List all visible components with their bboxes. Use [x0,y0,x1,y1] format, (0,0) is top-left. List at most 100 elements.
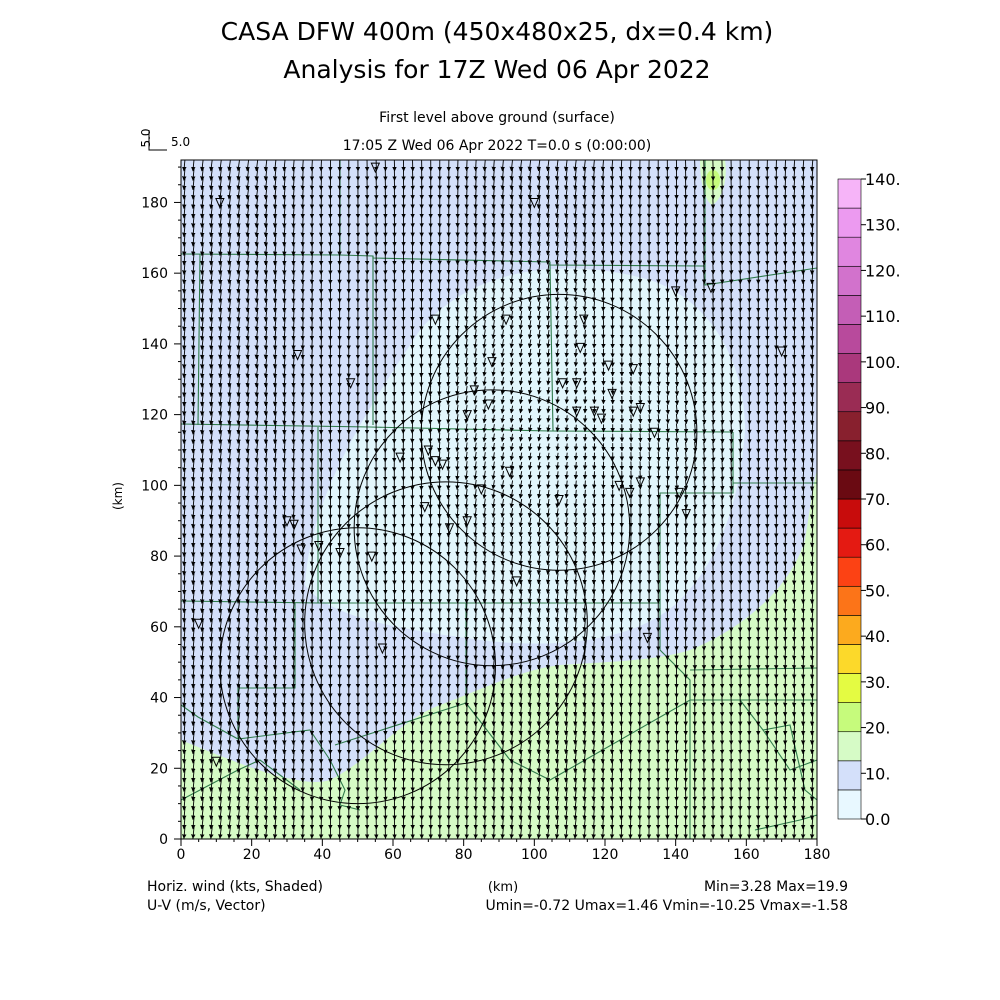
wind-vector [647,357,652,368]
wind-vector [446,291,451,303]
wind-vector [647,386,652,396]
wind-vector [428,488,433,500]
wind-vector [428,376,433,387]
wind-vector [582,386,588,395]
wind-vector [437,507,442,519]
wind-vector [428,479,433,491]
wind-vector [591,489,597,499]
wind-vector [582,452,588,461]
wind-vector [729,366,734,378]
wind-vector [647,442,652,452]
wind-vector [600,545,606,556]
wind-vector [647,470,652,481]
wind-vector [437,319,442,331]
wind-vector [610,563,615,576]
wind-vector [592,480,597,490]
wind-vector [573,415,579,423]
wind-vector [446,300,451,312]
wind-vector [647,338,652,349]
wind-vector [638,442,643,452]
wind-vector [428,451,433,462]
wind-vector [582,433,588,442]
wind-vector [656,498,661,509]
wind-vector [647,414,652,424]
wind-vector [665,526,670,538]
wind-vector [674,516,680,528]
wind-vector [437,338,442,350]
wind-vector [582,348,588,358]
wind-vector [674,310,680,322]
wind-vector [674,300,680,312]
wind-vector [656,516,661,528]
wind-vector [610,272,615,284]
wind-vector [591,329,597,340]
wind-vector [591,320,597,330]
wind-vector [610,545,615,556]
wind-vector [582,358,588,367]
wind-vector [647,433,652,443]
wind-vector [428,413,433,425]
wind-vector [647,461,652,471]
wind-vector [683,300,689,312]
wind-vector [610,554,615,566]
wind-vector [665,319,670,331]
wind-vector [591,517,597,528]
wind-vector [428,385,433,397]
wind-vector [591,310,597,321]
wind-vector [683,291,689,303]
wind-vector [610,253,615,265]
wind-vector [647,423,652,434]
wind-vector [428,404,433,415]
wind-vector [582,396,588,405]
wind-vector [647,404,652,415]
wind-vector [437,516,442,529]
wind-vector [729,432,734,444]
wind-vector [573,424,579,433]
wind-vector [665,310,670,322]
wind-vector [582,461,588,471]
wind-vector [600,282,606,293]
wind-vector [729,375,734,388]
wind-vector [610,573,615,585]
subtitle-time: 17:05 Z Wed 06 Apr 2022 T=0.0 s (0:00:00… [343,138,651,154]
wind-vector [428,432,433,444]
wind-vector [647,395,652,405]
wind-vector [573,433,579,442]
wind-vector [674,535,680,547]
wind-vector [582,405,588,414]
wind-vector [656,338,661,349]
wind-vector [729,413,734,425]
wind-vector [729,441,734,453]
wind-vector [582,480,588,490]
wind-vector [428,460,433,472]
wind-vector [638,376,643,387]
wind-vector [647,376,652,387]
wind-vector [656,310,661,322]
wind-vector [656,507,661,519]
wind-vector [437,479,442,491]
title-line-1: CASA DFW 400m (450x480x25, dx=0.4 km) [221,17,774,46]
wind-vector [591,498,597,509]
wind-vector [419,423,424,434]
wind-vector [729,385,734,397]
wind-vector [729,422,734,435]
wind-vector [647,451,652,462]
wind-vector [591,508,597,518]
wind-vector [582,443,588,452]
wind-vector [638,395,643,405]
wind-vector [428,470,433,481]
wind-vector [437,347,442,359]
wind-vector [665,329,670,340]
wind-vector [428,366,433,378]
vector-ref-side-label: 5.0 [139,128,153,147]
wind-vector [601,310,606,321]
wind-vector [419,432,424,444]
wind-vector [638,433,643,443]
wind-vector [600,291,606,303]
wind-vector [446,535,451,547]
wind-vector [656,489,661,500]
wind-vector [647,367,652,377]
wind-vector [656,329,661,340]
wind-vector [665,300,670,312]
wind-vector [428,347,433,359]
